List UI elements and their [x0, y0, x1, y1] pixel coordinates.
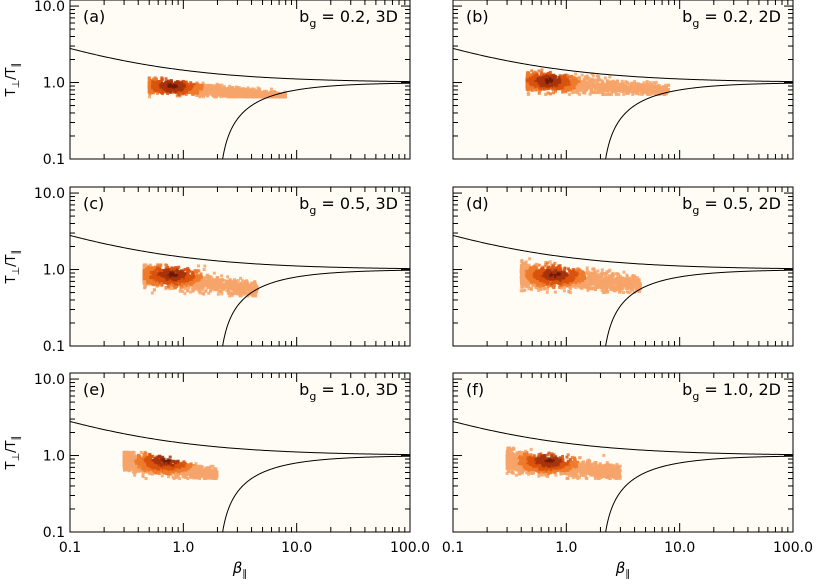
- x-tick-label: 100.0: [773, 540, 813, 556]
- x-axis-label: β∥: [615, 559, 631, 580]
- y-tick-label: 1.0: [43, 263, 65, 279]
- x-tick-label: 10.0: [281, 540, 312, 556]
- x-axis-label: β∥: [232, 559, 248, 580]
- y-axis-label: T⊥/T∥: [4, 63, 22, 98]
- y-tick-label: 10.0: [34, 186, 65, 202]
- x-tick-label: 100.0: [390, 540, 430, 556]
- y-tick-label: 0.1: [43, 339, 65, 355]
- panel-label: (f): [466, 380, 484, 399]
- x-tick-label: 0.1: [59, 540, 81, 556]
- svg-text:T⊥/T∥: T⊥/T∥: [4, 63, 22, 98]
- panel-label: (e): [83, 380, 105, 399]
- x-tick-label: 0.1: [442, 540, 464, 556]
- y-tick-label: 10.0: [34, 0, 65, 15]
- x-tick-label: 1.0: [172, 540, 194, 556]
- y-axis-label: T⊥/T∥: [4, 436, 22, 471]
- y-tick-label: 1.0: [43, 449, 65, 465]
- panel-b: (b)bg = 0.2, 2D: [453, 0, 793, 178]
- x-tick-label: 1.0: [555, 540, 577, 556]
- y-axis-label: T⊥/T∥: [4, 250, 22, 285]
- panel-c: 0.11.010.0(c)bg = 0.5, 3D: [34, 186, 410, 365]
- y-tick-label: 0.1: [43, 525, 65, 541]
- panel-d: (d)bg = 0.5, 2D: [453, 187, 793, 365]
- panel-label: (c): [83, 194, 104, 213]
- panel-a: 0.11.010.0(a)bg = 0.2, 3D: [34, 0, 410, 178]
- y-tick-label: 1.0: [43, 76, 65, 92]
- panel-label: (a): [83, 7, 105, 26]
- svg-text:T⊥/T∥: T⊥/T∥: [4, 250, 22, 285]
- y-tick-label: 0.1: [43, 152, 65, 168]
- panel-label: (b): [466, 7, 489, 26]
- panel-label: (d): [466, 194, 489, 213]
- y-tick-label: 10.0: [34, 372, 65, 388]
- x-tick-label: 10.0: [664, 540, 695, 556]
